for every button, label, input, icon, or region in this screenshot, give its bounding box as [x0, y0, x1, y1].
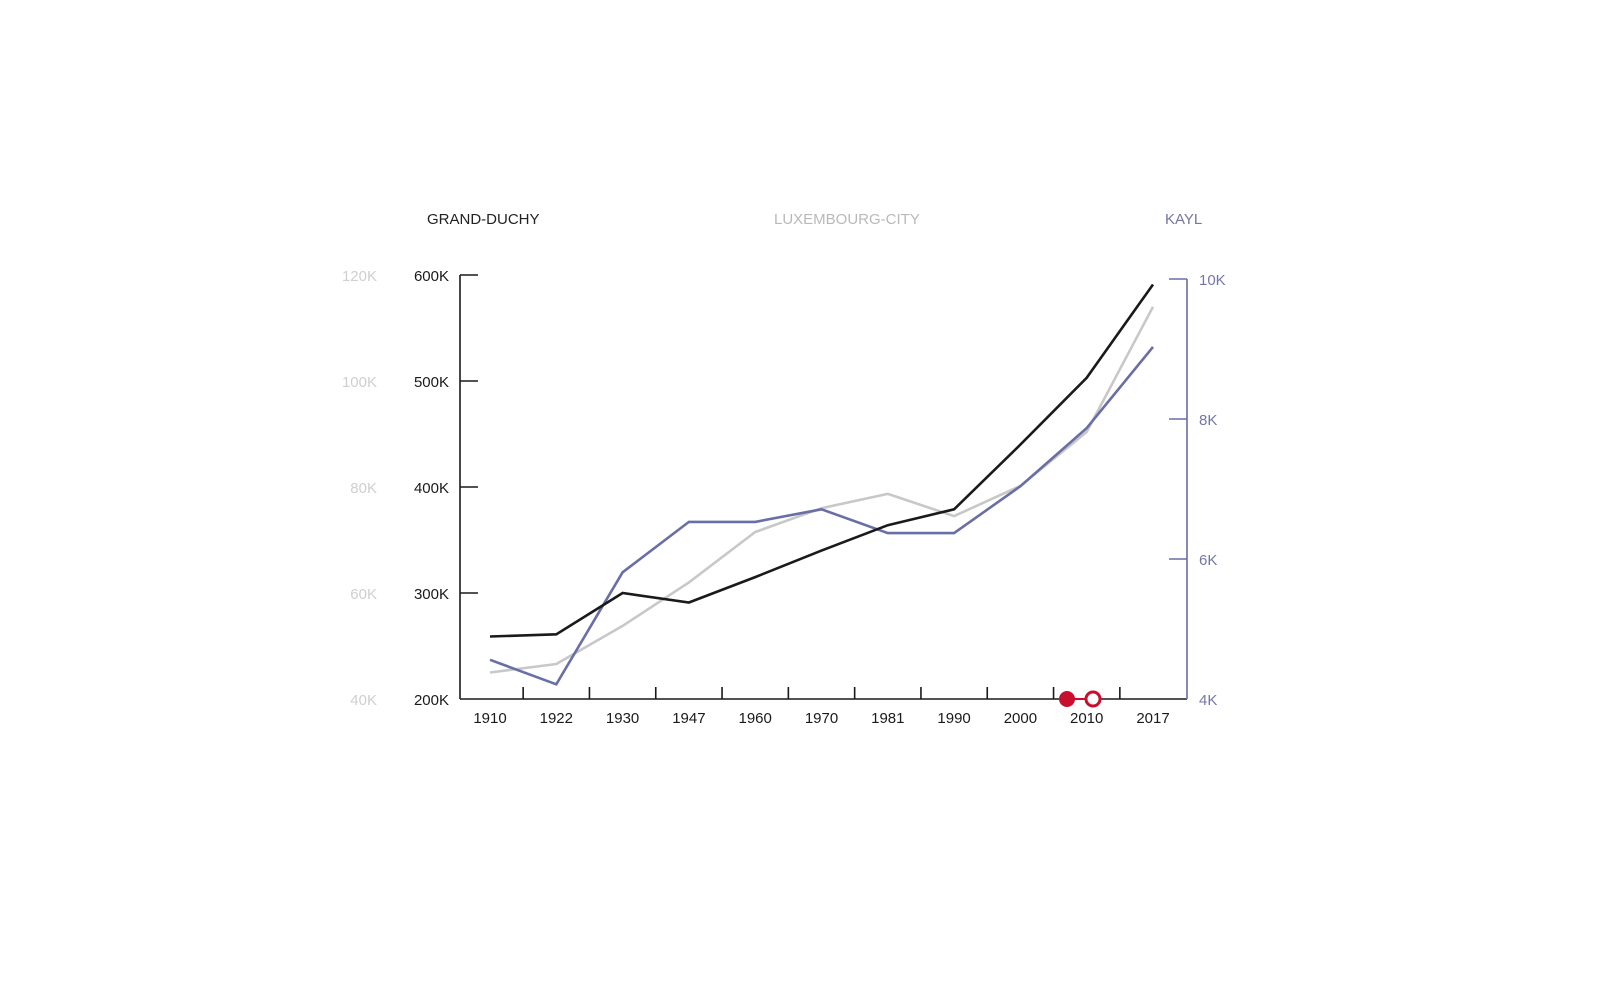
luxembourg-city-tick-label: 60K — [350, 586, 377, 603]
grand-duchy-tick-label: 200K — [414, 692, 449, 709]
axes: 200K 300K 400K 500K 600K 40K 60K 80K 100K 120K 4K 6… — [342, 268, 1226, 727]
legend-kayl: KAYL — [1165, 211, 1202, 228]
x-tick-label: 1922 — [540, 710, 573, 727]
filled-dot-marker — [1059, 691, 1075, 707]
x-tick-label: 1970 — [805, 710, 838, 727]
x-tick-label: 1960 — [739, 710, 772, 727]
series-line-grand-duchy — [489, 283, 1155, 638]
legend: GRAND-DUCHY LUXEMBOURG-CITY KAYL — [427, 211, 1202, 228]
markers — [1059, 690, 1102, 708]
luxembourg-city-tick-label: 80K — [350, 480, 377, 497]
x-tick-label: 2000 — [1004, 710, 1037, 727]
x-tick-label: 1947 — [672, 710, 705, 727]
series-lines — [489, 283, 1155, 686]
grand-duchy-tick-label: 500K — [414, 374, 449, 391]
luxembourg-city-tick-label: 100K — [342, 374, 377, 391]
kayl-tick-label: 8K — [1199, 412, 1217, 429]
legend-grand-duchy: GRAND-DUCHY — [427, 211, 540, 228]
kayl-tick-label: 4K — [1199, 692, 1217, 709]
x-tick-label: 2017 — [1136, 710, 1169, 727]
x-tick-label: 1910 — [473, 710, 506, 727]
series-line-luxembourg-city — [489, 306, 1155, 674]
grand-duchy-tick-label: 400K — [414, 480, 449, 497]
legend-luxembourg-city: LUXEMBOURG-CITY — [774, 211, 920, 228]
x-tick-label: 1990 — [937, 710, 970, 727]
series-line-kayl — [489, 346, 1155, 686]
luxembourg-city-tick-label: 120K — [342, 268, 377, 285]
open-dot-marker — [1084, 690, 1102, 708]
luxembourg-city-tick-label: 40K — [350, 692, 377, 709]
x-tick-label: 1981 — [871, 710, 904, 727]
grand-duchy-tick-label: 600K — [414, 268, 449, 285]
kayl-tick-label: 6K — [1199, 552, 1217, 569]
x-tick-label: 1930 — [606, 710, 639, 727]
x-tick-label: 2010 — [1070, 710, 1103, 727]
kayl-tick-label: 10K — [1199, 272, 1226, 289]
grand-duchy-tick-label: 300K — [414, 586, 449, 603]
